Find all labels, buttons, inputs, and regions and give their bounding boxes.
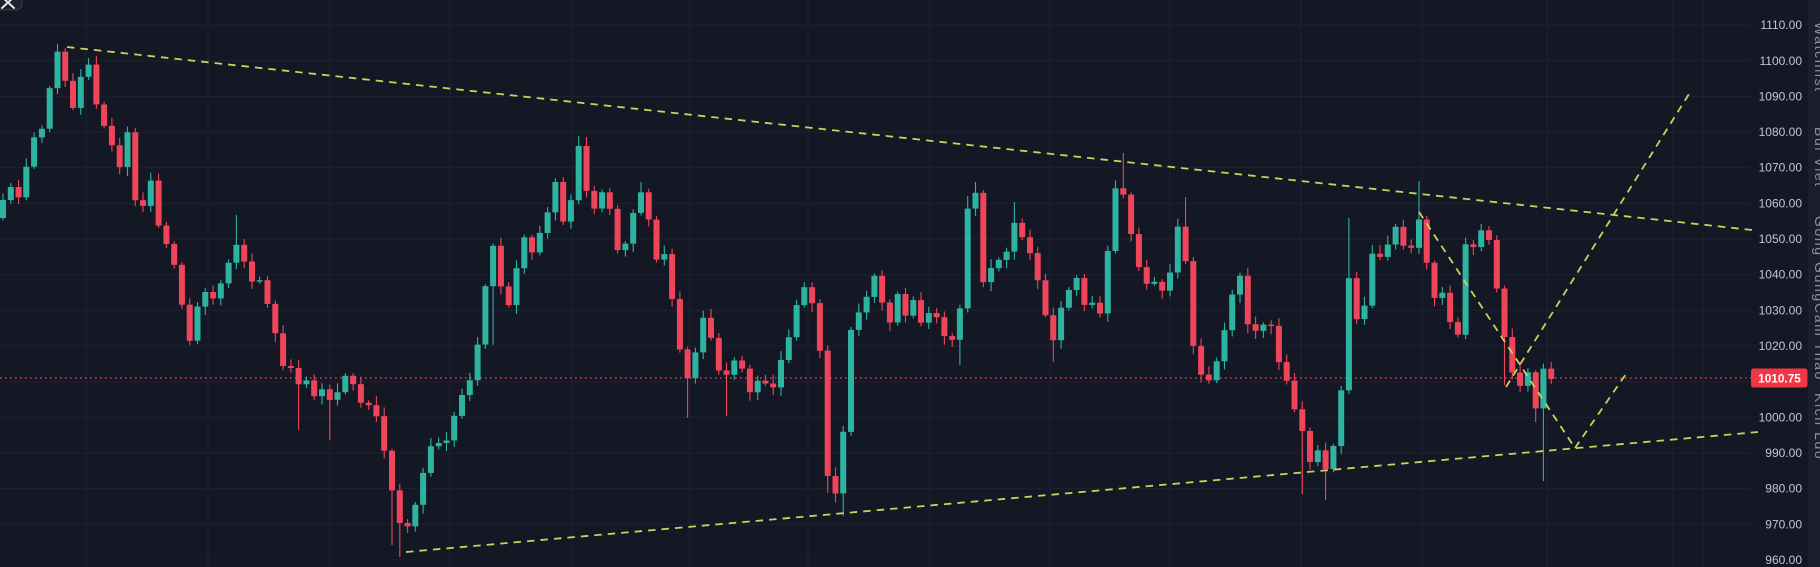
svg-text:1000.00: 1000.00 bbox=[1759, 410, 1803, 424]
svg-text:1100.00: 1100.00 bbox=[1760, 54, 1803, 68]
svg-text:1090.00: 1090.00 bbox=[1759, 89, 1803, 103]
svg-text:1020.00: 1020.00 bbox=[1759, 339, 1803, 353]
svg-text:1080.00: 1080.00 bbox=[1759, 125, 1803, 139]
svg-text:1010.75: 1010.75 bbox=[1758, 372, 1801, 386]
svg-text:Gong Gung: Gong Gung bbox=[1812, 216, 1820, 303]
svg-text:Bui Viet: Bui Viet bbox=[1812, 127, 1820, 188]
svg-text:1070.00: 1070.00 bbox=[1759, 161, 1803, 175]
svg-text:Watchlist: Watchlist bbox=[1812, 22, 1820, 93]
svg-text:1050.00: 1050.00 bbox=[1759, 232, 1803, 246]
svg-text:980.00: 980.00 bbox=[1765, 482, 1802, 496]
svg-text:1030.00: 1030.00 bbox=[1759, 303, 1803, 317]
svg-text:1110.00: 1110.00 bbox=[1760, 18, 1802, 32]
svg-text:970.00: 970.00 bbox=[1765, 517, 1802, 531]
svg-text:Cam Thao: Cam Thao bbox=[1812, 303, 1820, 381]
svg-text:1040.00: 1040.00 bbox=[1759, 268, 1803, 282]
svg-text:960.00: 960.00 bbox=[1765, 553, 1802, 567]
svg-text:Kich Ldo: Kich Ldo bbox=[1812, 393, 1820, 460]
svg-text:1060.00: 1060.00 bbox=[1759, 196, 1803, 210]
svg-text:990.00: 990.00 bbox=[1765, 446, 1802, 460]
